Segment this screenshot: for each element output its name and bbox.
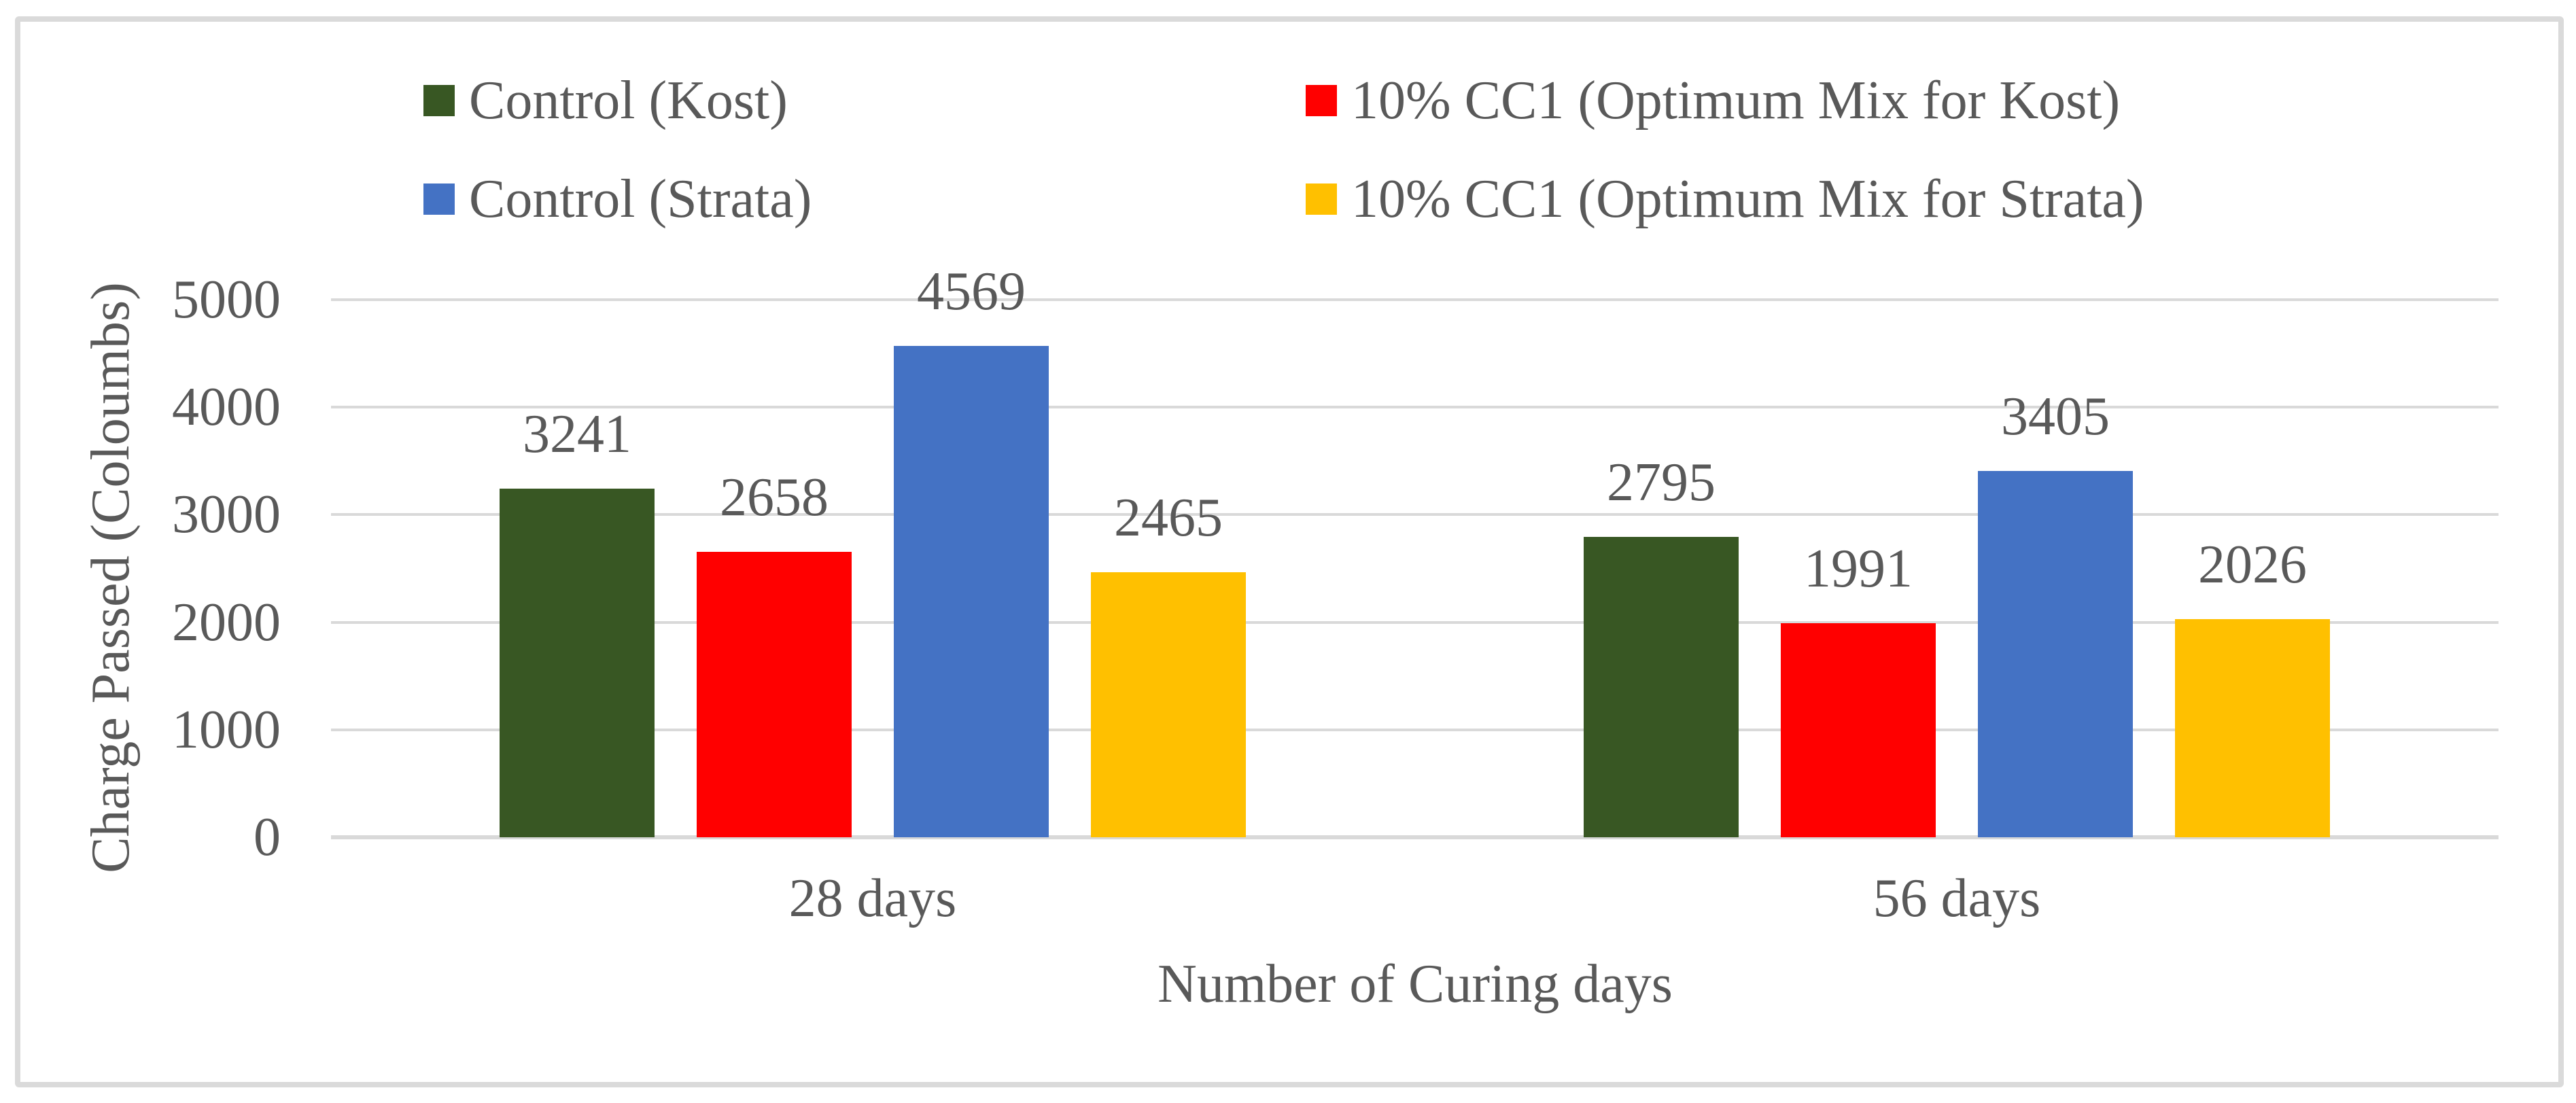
bar-28-days-series-1	[697, 552, 852, 837]
legend-label-control-strata: Control (Strata)	[469, 169, 812, 229]
legend-swatch-cc1-strata	[1306, 183, 1337, 215]
legend-label-cc1-strata: 10% CC1 (Optimum Mix for Strata)	[1351, 169, 2144, 229]
gridline	[331, 513, 2499, 516]
bar-28-days-series-0	[500, 489, 655, 837]
legend-swatch-cc1-kost	[1306, 85, 1337, 116]
legend-item-control-kost: Control (Kost)	[423, 69, 788, 132]
legend-item-cc1-strata: 10% CC1 (Optimum Mix for Strata)	[1306, 168, 2144, 230]
bar-56-days-series-0	[1584, 537, 1739, 837]
y-tick-label: 3000	[172, 485, 281, 544]
x-axis-line	[331, 835, 2499, 839]
bar-value-label: 2795	[1607, 453, 1716, 512]
gridline	[331, 406, 2499, 408]
bar-value-label: 1991	[1804, 539, 1913, 599]
category-label: 28 days	[788, 869, 957, 928]
legend-swatch-control-strata	[423, 183, 455, 215]
bar-56-days-series-2	[1978, 471, 2133, 837]
bar-28-days-series-2	[894, 346, 1049, 837]
bar-value-label: 4569	[917, 262, 1026, 321]
bar-56-days-series-3	[2175, 619, 2330, 837]
y-tick-label: 0	[254, 807, 281, 867]
gridline	[331, 621, 2499, 624]
legend-label-control-kost: Control (Kost)	[469, 70, 788, 130]
bar-value-label: 2465	[1114, 488, 1223, 548]
y-tick-label: 5000	[172, 270, 281, 330]
bar-value-label: 2658	[720, 468, 829, 527]
bar-value-label: 3405	[2001, 387, 2110, 447]
y-tick-label: 2000	[172, 593, 281, 652]
gridline	[331, 298, 2499, 301]
bar-value-label: 2026	[2198, 535, 2307, 595]
legend-item-control-strata: Control (Strata)	[423, 168, 812, 230]
legend-label-cc1-kost: 10% CC1 (Optimum Mix for Kost)	[1351, 70, 2121, 130]
y-tick-label: 4000	[172, 377, 281, 437]
bar-28-days-series-3	[1091, 572, 1246, 837]
x-axis-title: Number of Curing days	[1158, 954, 1673, 1014]
gridline	[331, 729, 2499, 731]
legend-item-cc1-kost: 10% CC1 (Optimum Mix for Kost)	[1306, 69, 2120, 132]
y-tick-label: 1000	[172, 700, 281, 760]
category-label: 56 days	[1873, 869, 2041, 928]
bar-value-label: 3241	[523, 404, 631, 464]
bar-56-days-series-1	[1781, 623, 1936, 837]
legend-swatch-control-kost	[423, 85, 455, 116]
